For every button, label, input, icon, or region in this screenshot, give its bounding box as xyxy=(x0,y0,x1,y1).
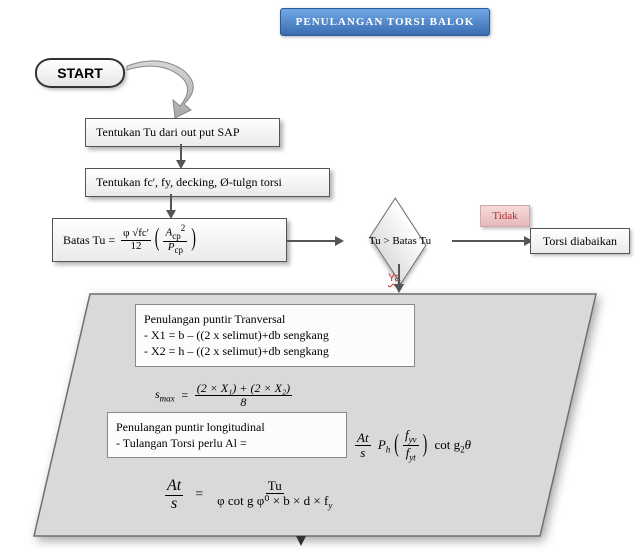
batas-label: Batas Tu = xyxy=(63,233,115,248)
transversal-box: Penulangan puntir Tranversal - X1 = b – … xyxy=(135,304,415,367)
label-tidak: Tidak xyxy=(480,205,530,227)
tu-num: Tu xyxy=(266,479,284,494)
process-params: Tentukan fc', fy, decking, Ø-tulgn torsi xyxy=(85,168,330,197)
lparen-icon: ( xyxy=(155,227,160,252)
batas-frac2-num: Acp2 xyxy=(163,224,187,242)
long-title: Penulangan puntir longitudinal xyxy=(116,419,338,435)
trans-l1: - X1 = b – ((2 x selimut)+db sengkang xyxy=(144,327,406,343)
batas-frac2-den: Pcp xyxy=(166,242,185,256)
long-l1: - Tulangan Torsi perlu Al = xyxy=(116,435,338,451)
decision-text: Tu > Batas Tu xyxy=(340,216,460,266)
decision-tu: Tu > Batas Tu xyxy=(340,216,460,266)
process-torsi-diabaikan: Torsi diabaikan xyxy=(530,228,630,254)
formula-al: At s Ph ( fyv fyt ) cot g2θ xyxy=(355,428,471,463)
batas-frac1-num: φ √fc' xyxy=(121,228,151,241)
start-terminator: START xyxy=(35,58,125,88)
start-arrow xyxy=(125,58,205,118)
batas-frac1-den: 12 xyxy=(128,241,143,253)
exit-arrow-icon xyxy=(296,536,306,546)
arrow-dec-right xyxy=(452,240,528,242)
arrow-p3-decision xyxy=(287,240,337,242)
formula-smax: smax = (2 × X₁) + (2 × X₂) 8 xyxy=(155,382,292,408)
formula-at-over-s: At s = Tu φ cot g φ⁰ × b × d × fy xyxy=(165,478,334,513)
batas-formula: φ √fc' 12 ( Acp2 Pcp ) xyxy=(121,224,196,256)
process-tu-sap: Tentukan Tu dari out put SAP xyxy=(85,118,280,147)
smax-den: 8 xyxy=(238,396,248,409)
longitudinal-box: Penulangan puntir longitudinal - Tulanga… xyxy=(107,412,347,458)
calc-panel: Penulangan puntir Tranversal - X1 = b – … xyxy=(30,290,600,540)
process-batas-tu: Batas Tu = φ √fc' 12 ( Acp2 Pcp ) xyxy=(52,218,287,262)
tu-den: φ cot g φ⁰ × b × d × fy xyxy=(215,494,334,511)
trans-title: Penulangan puntir Tranversal xyxy=(144,311,406,327)
rparen-icon: ) xyxy=(191,227,196,252)
title-banner: PENULANGAN TORSI BALOK xyxy=(280,8,490,36)
smax-num: (2 × X₁) + (2 × X₂) xyxy=(195,382,292,396)
trans-l2: - X2 = h – ((2 x selimut)+db sengkang xyxy=(144,343,406,359)
